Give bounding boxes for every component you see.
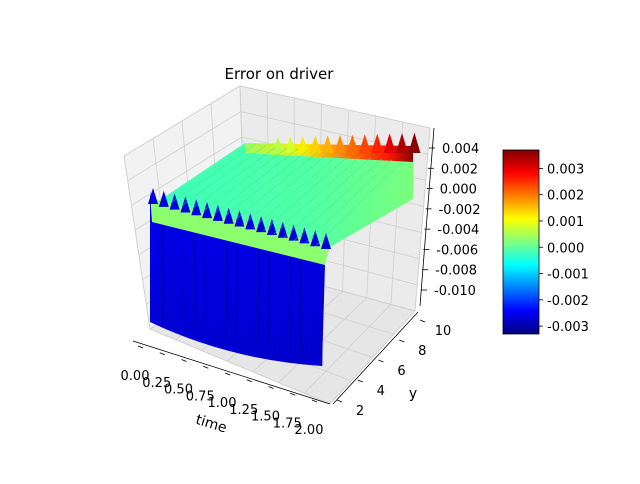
back-spike [371, 133, 384, 153]
back-spike [296, 136, 309, 153]
z-tick-label: -0.004 [437, 223, 479, 238]
front-spike [321, 233, 331, 249]
front-spike [299, 227, 310, 244]
colorbar-tick-labels: 0.003 0.002 0.001 0.000 -0.001 -0.002 -0.003 [539, 162, 589, 335]
back-spike [396, 133, 408, 153]
back-spike [284, 136, 297, 153]
x-tick-label: 0.50 [164, 383, 193, 398]
colorbar: 0.003 0.002 0.001 0.000 -0.001 -0.002 -0.003 [502, 149, 589, 335]
x-tick-label: 1.50 [251, 410, 280, 425]
front-spike [245, 213, 256, 230]
z-axis: 0.004 0.002 0.000 -0.002 -0.004 -0.006 -0.008 -… [419, 127, 480, 307]
y-tick-label: 6 [397, 364, 405, 379]
y-tick-label: 4 [377, 384, 385, 399]
front-spike [266, 218, 277, 235]
y-tick-label: 8 [418, 344, 426, 359]
z-tick-label: 0.002 [441, 162, 478, 177]
colorbar-gradient [502, 149, 540, 335]
back-spike [272, 137, 284, 153]
z-tick-labels: 0.004 0.002 0.000 -0.002 -0.004 -0.006 -0.008 -… [421, 142, 480, 299]
z-tick-label: -0.010 [434, 284, 476, 299]
front-spike [277, 221, 288, 238]
front-spike [223, 207, 234, 224]
z-tick-label: -0.002 [439, 203, 481, 218]
back-spike [334, 135, 346, 153]
surface-plateau [160, 143, 413, 250]
chart-title: Error on driver [225, 65, 335, 83]
z-tick-label: 0.004 [442, 142, 479, 157]
front-spike [169, 193, 180, 210]
front-spike [212, 204, 223, 221]
front-spike [310, 230, 321, 247]
colorbar-tick-label: 0.000 [547, 241, 584, 256]
x-tick-label: 2.00 [295, 423, 324, 438]
x-axis: 0.000.250.500.751.001.251.501.752.00 tim… [121, 340, 331, 438]
front-spike [180, 196, 191, 213]
front-spike [234, 210, 245, 227]
back-spike [383, 133, 396, 153]
colorbar-tick-label: 0.001 [547, 215, 584, 230]
x-tick-label: 1.25 [229, 403, 258, 418]
z-tick-label: -0.008 [435, 264, 477, 279]
back-spike [321, 135, 334, 153]
x-tick-labels: 0.000.250.500.751.001.251.501.752.00 [121, 345, 324, 438]
front-spike [202, 202, 213, 219]
colorbar-tick-label: -0.003 [547, 320, 589, 335]
surface-green-band [152, 200, 330, 265]
z-tick-label: -0.006 [436, 243, 478, 258]
surface [148, 132, 421, 366]
back-spike [408, 132, 421, 153]
colorbar-tick-label: -0.001 [547, 268, 589, 283]
back-spike [346, 134, 359, 153]
x-axis-line [132, 340, 331, 405]
front-band-spikes [148, 188, 331, 249]
colorbar-tick-label: 0.003 [547, 162, 584, 177]
front-spike [288, 224, 299, 241]
back-spike [309, 135, 322, 153]
front-spike [256, 216, 267, 233]
y-tick-label: 10 [435, 324, 452, 339]
x-tick-label: 0.00 [121, 369, 150, 384]
x-tick-label: 0.25 [142, 376, 171, 391]
wall-mesh-lines [162, 224, 323, 366]
x-tick-label: 1.75 [273, 416, 302, 431]
y-tick-label: 2 [356, 404, 364, 419]
back-spike [358, 134, 371, 153]
z-tick-label: 0.000 [440, 183, 477, 198]
z-axis-line [419, 127, 435, 307]
colorbar-tick-label: -0.002 [547, 294, 589, 309]
x-axis-label: time [194, 412, 229, 437]
x-tick-label: 1.00 [208, 396, 237, 411]
front-spike [191, 199, 202, 216]
colorbar-tick-label: 0.002 [547, 189, 584, 204]
surface-blue-wall [150, 190, 325, 366]
y-axis-label: y [409, 386, 417, 402]
plateau-mesh-lines [170, 143, 403, 248]
front-spike [158, 190, 169, 207]
y-axis-line [332, 311, 419, 405]
back-ridge-spikes [272, 132, 421, 153]
x-tick-label: 0.75 [186, 389, 215, 404]
